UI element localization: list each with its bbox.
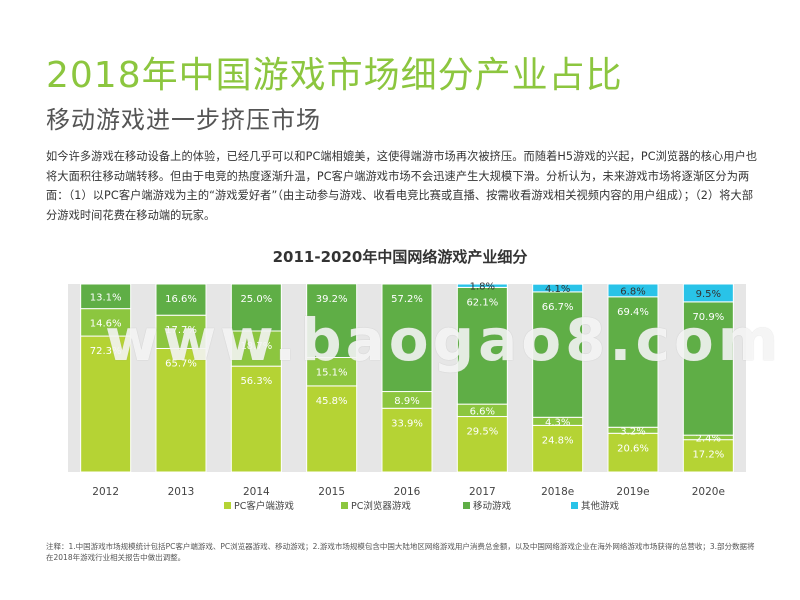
x-tick-label: 2014 — [243, 486, 270, 498]
data-label: 70.9% — [692, 312, 724, 323]
legend-swatch — [224, 502, 231, 509]
footnote: 注释：1.中国游戏市场规模统计包括PC客户端游戏、PC浏览器游戏、移动游戏；2.… — [46, 542, 755, 562]
bar-segment — [607, 296, 659, 428]
bar-segment — [456, 283, 508, 288]
bar-segment — [155, 283, 207, 316]
bar-segment — [306, 385, 358, 473]
data-label: 62.1% — [466, 297, 498, 308]
legend-label: PC客户端游戏 — [234, 500, 294, 512]
bar-segment — [230, 365, 282, 473]
data-label: 4.3% — [545, 417, 570, 428]
data-label: 4.1% — [545, 284, 570, 295]
data-label: 66.7% — [542, 302, 574, 313]
data-label: 16.6% — [165, 294, 197, 305]
bar-segment — [456, 286, 508, 405]
bar-segment — [80, 335, 132, 473]
bar-segment — [306, 283, 358, 359]
x-tick-label: 2016 — [394, 486, 421, 498]
data-label: 17.2% — [692, 450, 724, 461]
x-tick-label: 2012 — [92, 486, 119, 498]
data-label: 65.7% — [165, 358, 197, 369]
bar-segment — [230, 283, 282, 332]
data-label: 20.6% — [617, 443, 649, 454]
data-label: 1.8% — [470, 282, 495, 293]
watermark: www.baogao8.com — [105, 306, 783, 374]
x-tick-label: 2017 — [469, 486, 496, 498]
data-label: 57.2% — [391, 294, 423, 305]
x-tick-label: 2020e — [692, 486, 725, 498]
page-title: 2018年中国游戏市场细分产业占比 — [46, 55, 623, 96]
bar-segment — [607, 283, 659, 298]
legend-swatch — [463, 502, 470, 509]
bar-segment — [381, 283, 433, 393]
data-label: 45.8% — [316, 396, 348, 407]
bar-segment — [682, 439, 734, 473]
bar-segment — [607, 432, 659, 473]
data-label: 2.4% — [696, 433, 721, 444]
chart-title: 2011-2020年中国网络游戏产业细分 — [272, 248, 528, 266]
bar-segment — [682, 301, 734, 436]
data-label: 18.7% — [240, 341, 272, 352]
bar-segment — [532, 424, 584, 473]
bar-segment — [230, 330, 282, 367]
data-label: 39.2% — [316, 294, 348, 305]
data-label: 25.0% — [240, 294, 272, 305]
data-label: 72.3% — [90, 346, 122, 357]
bar-segment — [155, 347, 207, 473]
legend-swatch — [571, 502, 578, 509]
bar-segment — [456, 416, 508, 473]
bar-segment — [532, 283, 584, 293]
data-label: 6.6% — [470, 406, 495, 417]
x-tick-label: 2015 — [318, 486, 345, 498]
bar-segment — [80, 308, 132, 337]
legend-label: 移动游戏 — [473, 500, 512, 512]
data-label: 24.8% — [542, 435, 574, 446]
data-label: 13.1% — [90, 292, 122, 303]
x-tick-label: 2013 — [168, 486, 195, 498]
x-tick-label: 2019e — [616, 486, 649, 498]
data-label: 56.3% — [240, 376, 272, 387]
legend-swatch — [341, 502, 348, 509]
data-label: 14.6% — [90, 318, 122, 329]
data-label: 6.8% — [620, 286, 645, 297]
bar-segment — [80, 283, 132, 310]
legend-label: PC浏览器游戏 — [351, 500, 411, 512]
bar-segment — [532, 291, 584, 418]
bar-segment — [381, 407, 433, 473]
data-label: 33.9% — [391, 418, 423, 429]
data-label: 8.9% — [394, 396, 419, 407]
bar-segment — [306, 357, 358, 387]
bar-segment — [682, 283, 734, 303]
bar-segment — [155, 314, 207, 349]
data-label: 9.5% — [696, 289, 721, 300]
data-label: 3.2% — [620, 426, 645, 437]
data-label: 17.7% — [165, 325, 197, 336]
data-label: 29.5% — [466, 427, 498, 438]
legend-label: 其他游戏 — [581, 500, 620, 512]
data-label: 15.1% — [316, 368, 348, 379]
intro-paragraph: 如今许多游戏在移动设备上的体验，已经几乎可以和PC端相媲美，这使得端游市场再次被… — [46, 150, 758, 222]
page-subtitle: 移动游戏进一步挤压市场 — [46, 106, 321, 134]
x-tick-label: 2018e — [541, 486, 574, 498]
data-label: 69.4% — [617, 307, 649, 318]
